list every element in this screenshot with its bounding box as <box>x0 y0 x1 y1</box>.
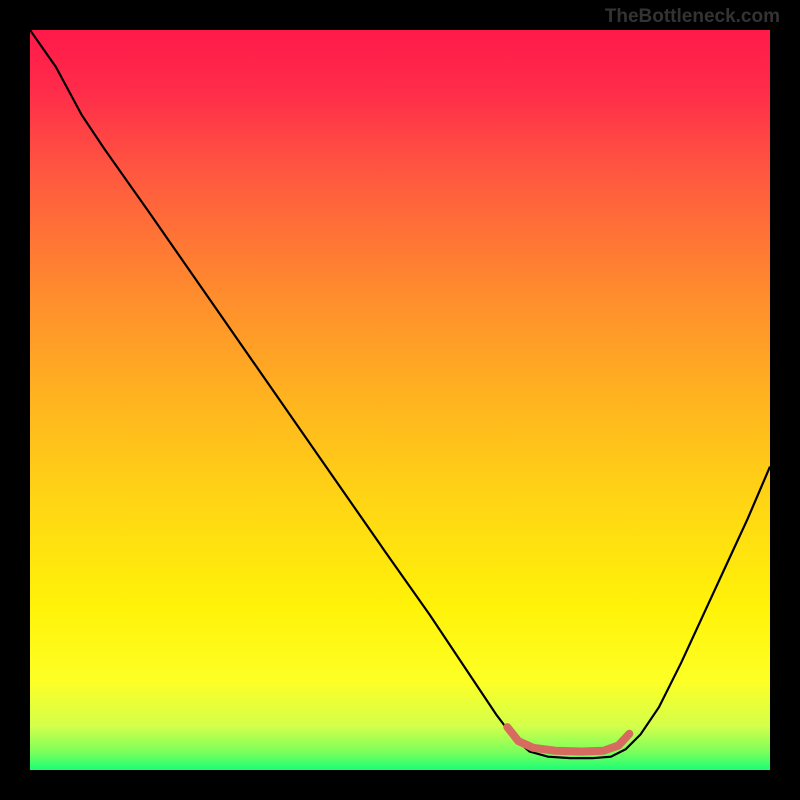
bottleneck-chart <box>30 30 770 770</box>
watermark-text: TheBottleneck.com <box>605 6 780 28</box>
chart-svg <box>30 30 770 770</box>
gradient-background <box>30 30 770 770</box>
